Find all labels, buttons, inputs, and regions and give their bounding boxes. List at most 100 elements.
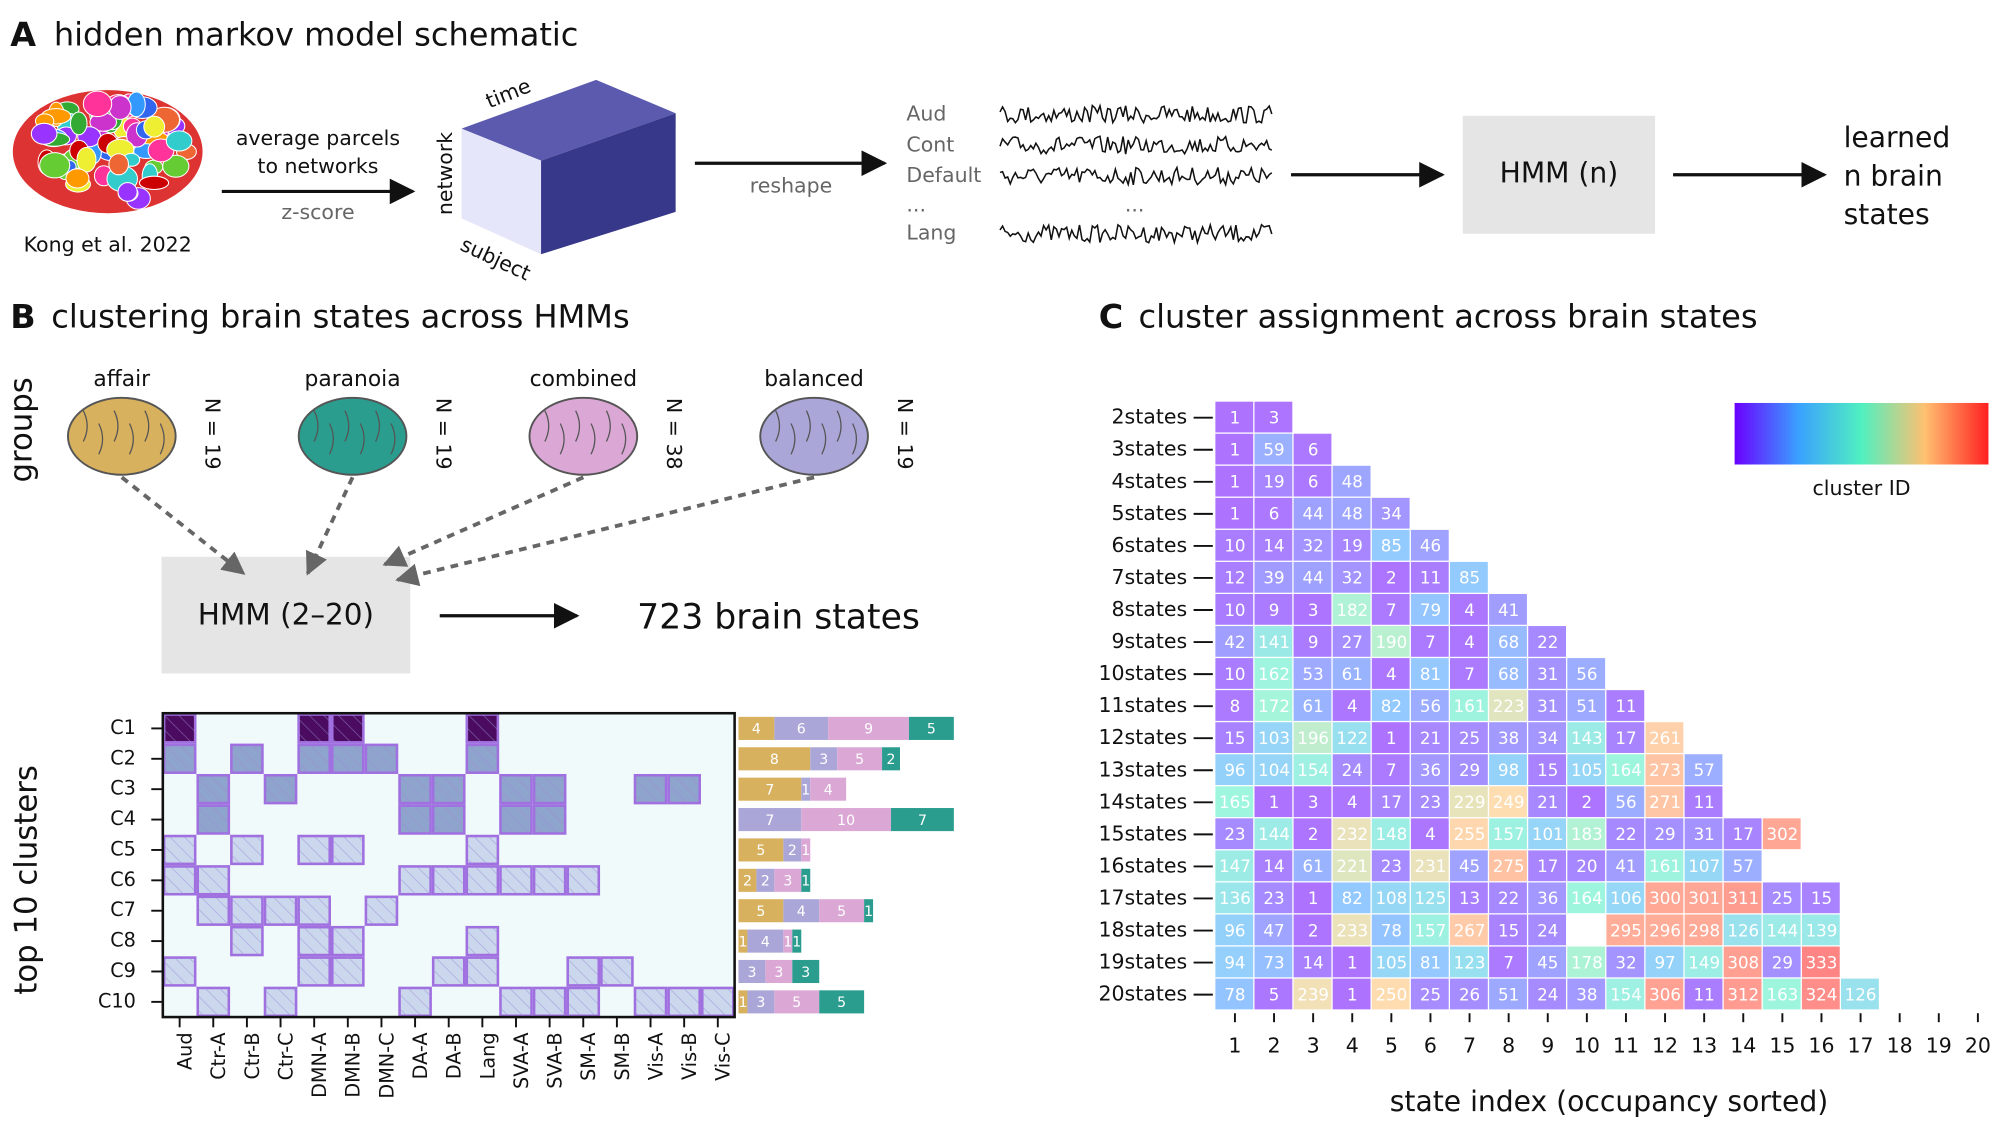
hatch [702, 987, 734, 1016]
cell-label: 10 [1224, 601, 1245, 620]
heatmap-cell [1489, 690, 1527, 721]
y-tick-label: C4 [110, 807, 136, 830]
cell-label: 42 [1224, 633, 1245, 652]
heatmap-cell [1723, 850, 1762, 882]
brain-fold [144, 410, 150, 442]
heatmap-cell [1723, 946, 1762, 978]
cell-label: 73 [1263, 953, 1284, 972]
cell-label: 231 [1415, 857, 1447, 876]
cell-label: 295 [1610, 921, 1642, 940]
x-tick-label: 8 [1502, 1034, 1515, 1058]
bar-segment [801, 838, 811, 862]
cell-label: 57 [1694, 761, 1715, 780]
cell-label: 27 [1342, 633, 1363, 652]
hatch [231, 896, 263, 925]
bar-label: 1 [792, 934, 801, 950]
heatmap-cell [1410, 593, 1449, 625]
heatmap-cell [1606, 754, 1645, 786]
cell-label: 9 [1269, 601, 1280, 620]
heatmap-cell [1254, 850, 1293, 882]
cell-label: 17 [1733, 825, 1754, 844]
bar-label: 3 [819, 752, 828, 768]
heatmap-cell [1371, 497, 1410, 529]
cell-label: 144 [1766, 921, 1798, 940]
hatch [231, 927, 263, 956]
heatmap-cell [1450, 978, 1488, 1010]
cell-label: 6 [1308, 473, 1319, 492]
cell-label: 53 [1303, 665, 1324, 684]
heatmap-cell [1332, 786, 1371, 818]
brain-fold [328, 423, 334, 455]
signal-label: Default [906, 163, 981, 187]
brain-fold [98, 423, 104, 455]
bar-segment [783, 838, 802, 862]
bar-segment [783, 929, 793, 953]
cell-label: 3 [1308, 601, 1319, 620]
cell-label: 301 [1688, 889, 1720, 908]
credit: Kong et al. 2022 [24, 232, 192, 256]
heatmap-cell [1332, 465, 1371, 497]
hatch [466, 957, 498, 986]
cell-label: 7 [1425, 633, 1436, 652]
bar-segment [738, 929, 748, 953]
hatch [332, 957, 364, 986]
cell-label: 105 [1375, 953, 1407, 972]
heatmap-cell [1489, 914, 1527, 946]
y-tick-label: 19states [1098, 950, 1187, 974]
cell-label: 31 [1537, 665, 1558, 684]
parcel [162, 154, 190, 178]
panel-letter: B [10, 297, 35, 336]
heatmap-cell [1410, 529, 1449, 561]
cell-label: 20 [1576, 857, 1597, 876]
hmm-box [1462, 115, 1656, 234]
brain-fold [775, 410, 781, 442]
hatch [534, 775, 566, 804]
x-tick-label: Lang [476, 1032, 499, 1079]
hatch [332, 714, 364, 743]
cell-label: 267 [1454, 921, 1486, 940]
bar-label: 4 [824, 782, 833, 798]
heatmap-cell [1215, 626, 1254, 657]
bar-segment [891, 808, 954, 832]
y-tick-label: 5states [1112, 501, 1188, 525]
bar-segment [774, 990, 820, 1014]
heatmap-cell [1332, 658, 1371, 689]
x-tick-label: 7 [1463, 1034, 1476, 1058]
cell-label: 7 [1464, 665, 1475, 684]
heatmap-cell [1489, 818, 1527, 850]
hatch [466, 866, 498, 895]
heatmap-cell [1489, 593, 1527, 625]
cell-label: 4 [1464, 601, 1475, 620]
heatmap-cell [1489, 658, 1527, 689]
cell-label: 255 [1454, 825, 1486, 844]
cell-label: 36 [1537, 889, 1558, 908]
hatch [433, 866, 465, 895]
heatmap-cell [1215, 433, 1254, 465]
hatch [634, 775, 667, 804]
heatmap-cell [1293, 561, 1332, 593]
output-label: learned [1844, 121, 1951, 154]
signal [999, 165, 1273, 188]
cell-label: 9 [1308, 633, 1319, 652]
bar-segment [756, 868, 775, 892]
heatmap-cell [1215, 497, 1254, 529]
cell-label: 3 [1308, 793, 1319, 812]
heatmap-cell [1332, 978, 1371, 1010]
cell-label: 2 [1308, 921, 1319, 940]
output-label: states [1844, 198, 1930, 231]
heatmap-cell [1332, 561, 1371, 593]
group-label: balanced [764, 367, 864, 392]
heatmap-cell [1528, 658, 1567, 689]
heatmap-cell [1371, 722, 1410, 753]
hatch [668, 987, 700, 1016]
heatmap-cell [1567, 754, 1606, 786]
cell-label: 324 [1806, 985, 1838, 1004]
cell-label: 56 [1615, 793, 1636, 812]
cell-label: 103 [1258, 729, 1290, 748]
heatmap-cell [1645, 914, 1684, 946]
x-tick-label: Vis-A [644, 1032, 667, 1080]
cell-label: 126 [1727, 921, 1759, 940]
heatmap-cell [1528, 690, 1567, 721]
heatmap-cell [1489, 722, 1527, 753]
bar-segment [801, 808, 892, 832]
